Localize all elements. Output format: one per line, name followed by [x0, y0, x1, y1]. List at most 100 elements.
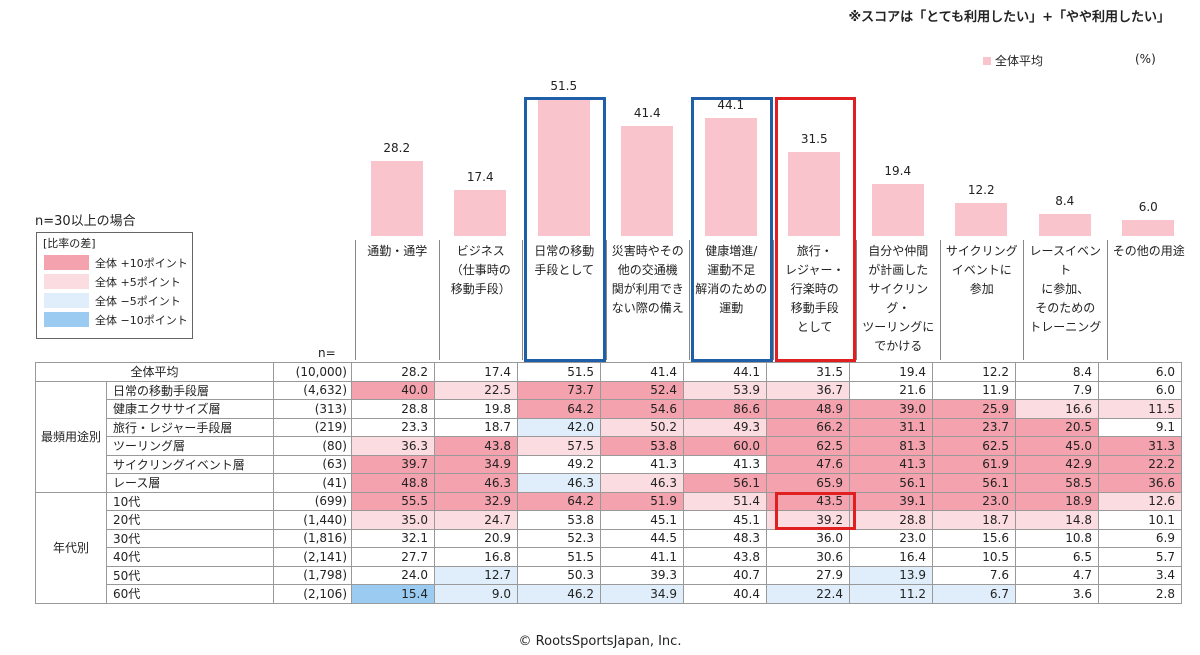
sample-condition: n=30以上の場合: [35, 214, 136, 229]
table-row: 40代 (2,141) 27.7 16.8 51.5 41.1 43.8 30.6 16.4 10…: [36, 547, 1182, 567]
table-cell: 45.0: [1015, 436, 1099, 456]
table-cell: 20.5: [1015, 417, 1099, 437]
bar-value-label: 51.5: [550, 78, 578, 93]
table-cell: 8.4: [1015, 362, 1099, 382]
table-cell: 41.3: [683, 454, 767, 474]
column-header-line: 運動不足: [707, 263, 756, 277]
column-header-line: ビジネス: [456, 244, 505, 258]
table-cell: 53.8: [517, 510, 601, 530]
row-count: (80): [273, 436, 352, 456]
table-cell: 24.0: [351, 565, 435, 585]
column-header: 災害時やその 他の交通機 関が利用でき ない際の備え: [605, 240, 690, 360]
column-header: レースイベント に参加、 そのための トレーニング: [1023, 240, 1107, 360]
table-cell: 13.9: [849, 565, 933, 585]
table-cell: 62.5: [932, 436, 1016, 456]
bar-value-label: 17.4: [466, 169, 494, 184]
table-cell: 28.2: [351, 362, 435, 382]
row-count: (313): [273, 399, 352, 419]
column-header: 健康増進/運動不足 解消のための 運動: [689, 240, 773, 360]
table-cell: 50.3: [517, 565, 601, 585]
column-highlight-frame: [691, 97, 773, 362]
bar-7: [955, 203, 1008, 236]
table-cell: 43.8: [434, 436, 518, 456]
table-cell: 19.4: [849, 362, 933, 382]
column-header-line: 旅行・: [796, 244, 833, 258]
table-cell: 34.9: [434, 454, 518, 474]
table-cell: 56.1: [932, 473, 1016, 493]
table-row: 全体平均 (10,000) 28.2 17.4 51.5 41.4 44.1 31.5 19.4…: [35, 362, 1182, 382]
table-cell: 58.5: [1015, 473, 1099, 493]
column-header-line: が計画した: [868, 263, 929, 277]
table-cell: 17.4: [434, 362, 518, 382]
difference-legend-item: 全体 +10ポイント: [37, 253, 192, 272]
table-cell: 6.5: [1015, 547, 1099, 567]
table-cell: 16.8: [434, 547, 518, 567]
table-cell: 9.1: [1098, 417, 1182, 437]
table-row: 50代 (1,798) 24.0 12.7 50.3 39.3 40.7 27.9 13.9 7.…: [36, 565, 1182, 585]
table-cell: 16.4: [849, 547, 933, 567]
table-cell: 22.2: [1098, 454, 1182, 474]
table-cell: 39.1: [849, 491, 933, 511]
table-cell: 39.7: [351, 454, 435, 474]
table-cell: 52.3: [517, 528, 601, 548]
table-cell: 3.6: [1015, 584, 1099, 604]
data-table: 全体平均 (10,000) 28.2 17.4 51.5 41.4 44.1 31.5 19.4…: [35, 362, 1182, 604]
table-cell: 57.5: [517, 436, 601, 456]
row-count: (63): [273, 454, 352, 474]
table-cell: 10.5: [932, 547, 1016, 567]
table-cell: 51.5: [517, 362, 601, 382]
bar-0: [370, 160, 423, 236]
table-cell: 10.8: [1015, 528, 1099, 548]
column-header-line: に参加、: [1041, 282, 1090, 296]
table-cell: 41.3: [600, 454, 684, 474]
row-count: (1,440): [273, 510, 352, 530]
table-cell: 64.2: [517, 399, 601, 419]
row-label: レース層: [106, 473, 274, 493]
table-cell: 52.4: [600, 380, 684, 400]
column-header-line: 手段として: [534, 263, 595, 277]
column-header-line: 関が利用でき: [611, 282, 684, 296]
row-count: (41): [273, 473, 352, 493]
table-cell: 22.5: [434, 380, 518, 400]
table-cell: 43.5: [766, 491, 850, 511]
table-cell: 23.7: [932, 417, 1016, 437]
table-cell: 42.0: [517, 417, 601, 437]
column-header-line: イベントに: [951, 263, 1012, 277]
column-header: その他の用途: [1106, 240, 1191, 360]
table-cell: 27.7: [351, 547, 435, 567]
table-cell: 55.5: [351, 491, 435, 511]
legend-item-label: 全体 +10ポイント: [95, 256, 188, 270]
table-cell: 65.9: [766, 473, 850, 493]
table-cell: 24.7: [434, 510, 518, 530]
table-cell: 9.0: [434, 584, 518, 604]
table-cell: 6.9: [1098, 528, 1182, 548]
column-header: 日常の移動 手段として: [522, 240, 606, 360]
table-row: 年代別 10代 (699) 55.5 32.9 64.2 51.9 51.4 43.5 39.1 2…: [35, 491, 1182, 604]
row-label: 40代: [106, 547, 274, 567]
column-header: 自分や仲間 が計画した サイクリング・ ツーリングに でかける: [856, 240, 940, 360]
table-row: 最頻用途別 日常の移動手段層 (4,632) 40.0 22.5 73.7 52.4 53.9…: [35, 380, 1182, 493]
row-label: 10代: [106, 491, 274, 511]
table-cell: 39.2: [766, 510, 850, 530]
column-header-line: 解消のための: [695, 282, 768, 296]
table-cell: 27.9: [766, 565, 850, 585]
column-header-line: 災害時やその: [611, 244, 684, 258]
bar-2: [537, 98, 590, 236]
table-cell: 28.8: [351, 399, 435, 419]
table-cell: 11.5: [1098, 399, 1182, 419]
bar-6: [871, 184, 924, 236]
table-cell: 15.6: [932, 528, 1016, 548]
table-cell: 7.6: [932, 565, 1016, 585]
difference-legend-item: 全体 −5ポイント: [37, 291, 192, 310]
column-header-line: 運動: [719, 301, 744, 315]
row-label: 30代: [106, 528, 274, 548]
group-label: 最頻用途別: [35, 380, 107, 493]
table-cell: 61.9: [932, 454, 1016, 474]
table-row: 30代 (1,816) 32.1 20.9 52.3 44.5 48.3 36.0 23.0 15…: [36, 528, 1182, 548]
column-header-line: 移動手段）: [450, 282, 511, 296]
row-label: 全体平均: [35, 362, 274, 382]
column-header-line: 参加: [969, 282, 994, 296]
table-cell: 36.0: [766, 528, 850, 548]
table-cell: 45.1: [600, 510, 684, 530]
table-cell: 51.5: [517, 547, 601, 567]
